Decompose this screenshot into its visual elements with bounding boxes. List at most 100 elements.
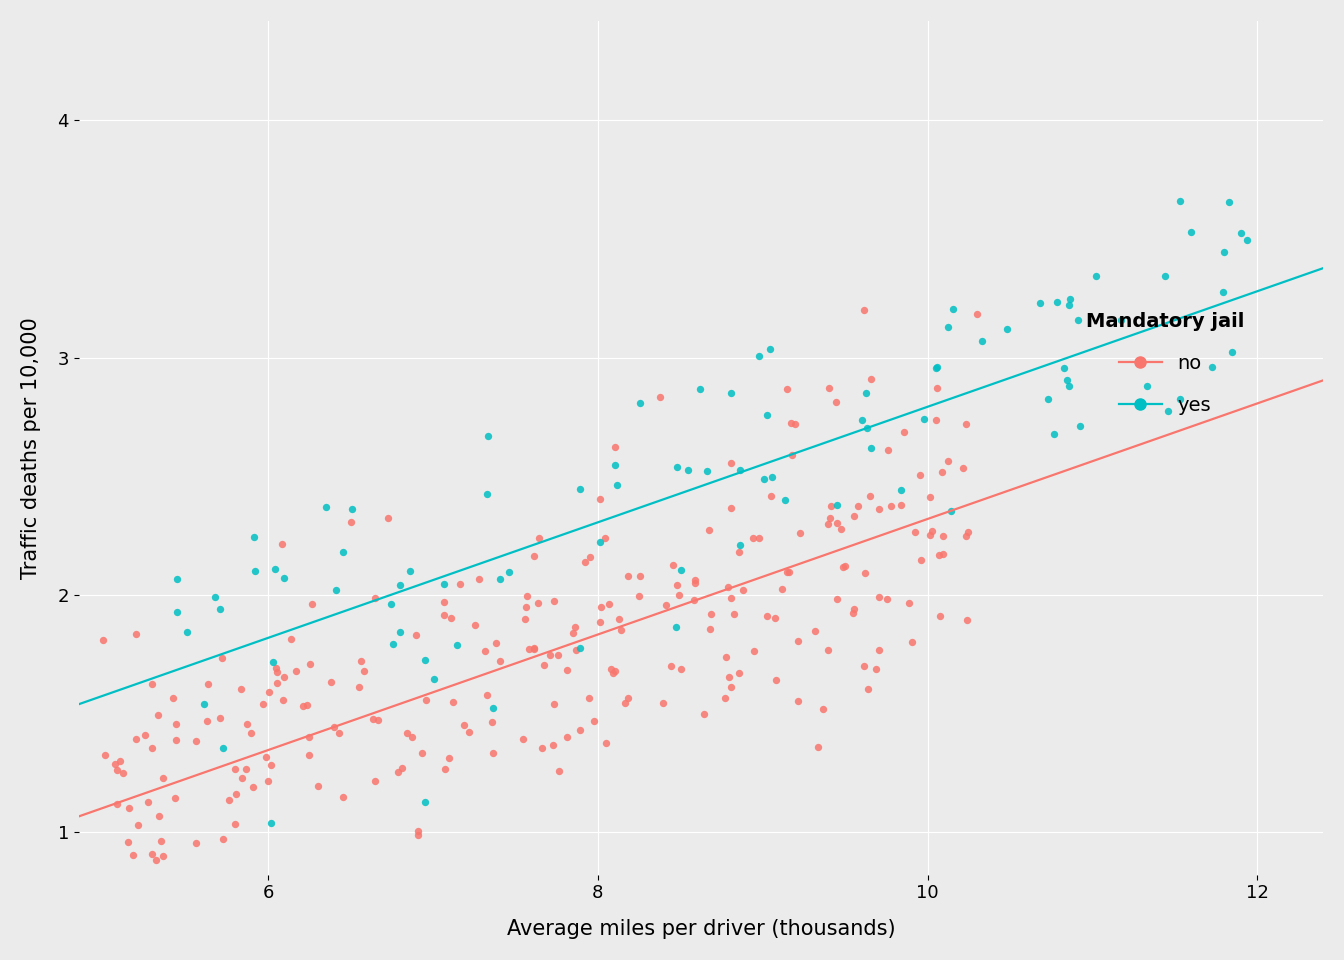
Point bbox=[245, 564, 266, 579]
Point bbox=[699, 622, 720, 637]
Point bbox=[589, 492, 610, 507]
Point bbox=[617, 690, 638, 706]
Point bbox=[280, 631, 301, 646]
Point bbox=[817, 516, 839, 531]
Point bbox=[890, 482, 911, 497]
Point bbox=[167, 571, 188, 587]
Point bbox=[665, 619, 687, 635]
Point bbox=[296, 698, 317, 713]
Point bbox=[210, 602, 231, 617]
Point bbox=[1043, 426, 1064, 442]
Point bbox=[1220, 345, 1242, 360]
Point bbox=[668, 588, 689, 603]
Point bbox=[402, 730, 423, 745]
Point bbox=[543, 737, 564, 753]
Point bbox=[176, 624, 198, 639]
Point bbox=[698, 523, 719, 539]
Point bbox=[515, 611, 536, 626]
Legend: no, yes: no, yes bbox=[1078, 303, 1251, 423]
Point bbox=[396, 725, 418, 740]
Point bbox=[141, 677, 163, 692]
Point bbox=[720, 500, 742, 516]
Point bbox=[603, 663, 625, 679]
Point bbox=[864, 661, 886, 677]
Point bbox=[614, 695, 636, 710]
Point bbox=[212, 831, 234, 847]
Point bbox=[649, 389, 671, 404]
Point bbox=[340, 515, 362, 530]
Point bbox=[556, 662, 578, 678]
Point bbox=[543, 696, 564, 711]
Point bbox=[556, 730, 578, 745]
Point bbox=[569, 482, 590, 497]
Point bbox=[210, 709, 231, 725]
Point bbox=[762, 469, 784, 485]
Point bbox=[1169, 194, 1191, 209]
Point bbox=[714, 690, 735, 706]
Point bbox=[902, 635, 923, 650]
Point bbox=[930, 609, 952, 624]
Point bbox=[775, 381, 797, 396]
Point bbox=[804, 623, 825, 638]
Point bbox=[827, 516, 848, 531]
Point bbox=[527, 595, 548, 611]
Point bbox=[407, 828, 429, 843]
Point bbox=[926, 380, 948, 396]
Point bbox=[663, 558, 684, 573]
Point bbox=[665, 460, 687, 475]
Point bbox=[1157, 403, 1179, 419]
Point bbox=[720, 455, 742, 470]
Point bbox=[594, 531, 616, 546]
Point bbox=[742, 530, 763, 545]
Point bbox=[843, 601, 864, 616]
Point bbox=[765, 673, 786, 688]
Point bbox=[512, 732, 534, 747]
Point bbox=[1058, 297, 1079, 312]
Point bbox=[956, 612, 977, 628]
Point bbox=[820, 499, 841, 515]
Point bbox=[661, 659, 683, 674]
Point bbox=[892, 424, 914, 440]
Point bbox=[942, 301, 964, 317]
Point bbox=[853, 659, 875, 674]
Point bbox=[198, 677, 219, 692]
Point bbox=[271, 536, 293, 551]
Point bbox=[477, 428, 499, 444]
Point bbox=[414, 794, 435, 809]
Point bbox=[656, 597, 677, 612]
Point bbox=[442, 695, 464, 710]
Point bbox=[243, 530, 265, 545]
Point bbox=[1058, 378, 1079, 394]
Point bbox=[219, 793, 241, 808]
Point bbox=[759, 489, 781, 504]
Point bbox=[589, 614, 610, 630]
Point bbox=[212, 740, 234, 756]
Point bbox=[570, 640, 591, 656]
Point bbox=[1047, 294, 1068, 309]
Point bbox=[938, 320, 960, 335]
Point bbox=[829, 521, 851, 537]
Point bbox=[485, 636, 507, 651]
Point bbox=[1154, 268, 1176, 283]
Point bbox=[468, 571, 489, 587]
Point bbox=[523, 641, 544, 657]
Point bbox=[332, 789, 353, 804]
Point bbox=[1136, 378, 1157, 394]
Point bbox=[1230, 225, 1251, 240]
Point bbox=[151, 833, 172, 849]
Point bbox=[1056, 372, 1078, 388]
Point bbox=[301, 596, 323, 612]
Point bbox=[407, 824, 429, 839]
Point bbox=[583, 713, 605, 729]
Point bbox=[523, 549, 544, 564]
Point bbox=[856, 420, 878, 436]
Point bbox=[481, 714, 503, 730]
Point bbox=[163, 691, 184, 707]
Point bbox=[434, 607, 456, 622]
Point bbox=[684, 576, 706, 591]
Point bbox=[749, 530, 770, 545]
Point bbox=[434, 761, 456, 777]
Point bbox=[411, 745, 433, 760]
Point bbox=[728, 463, 750, 478]
Point bbox=[367, 712, 388, 728]
